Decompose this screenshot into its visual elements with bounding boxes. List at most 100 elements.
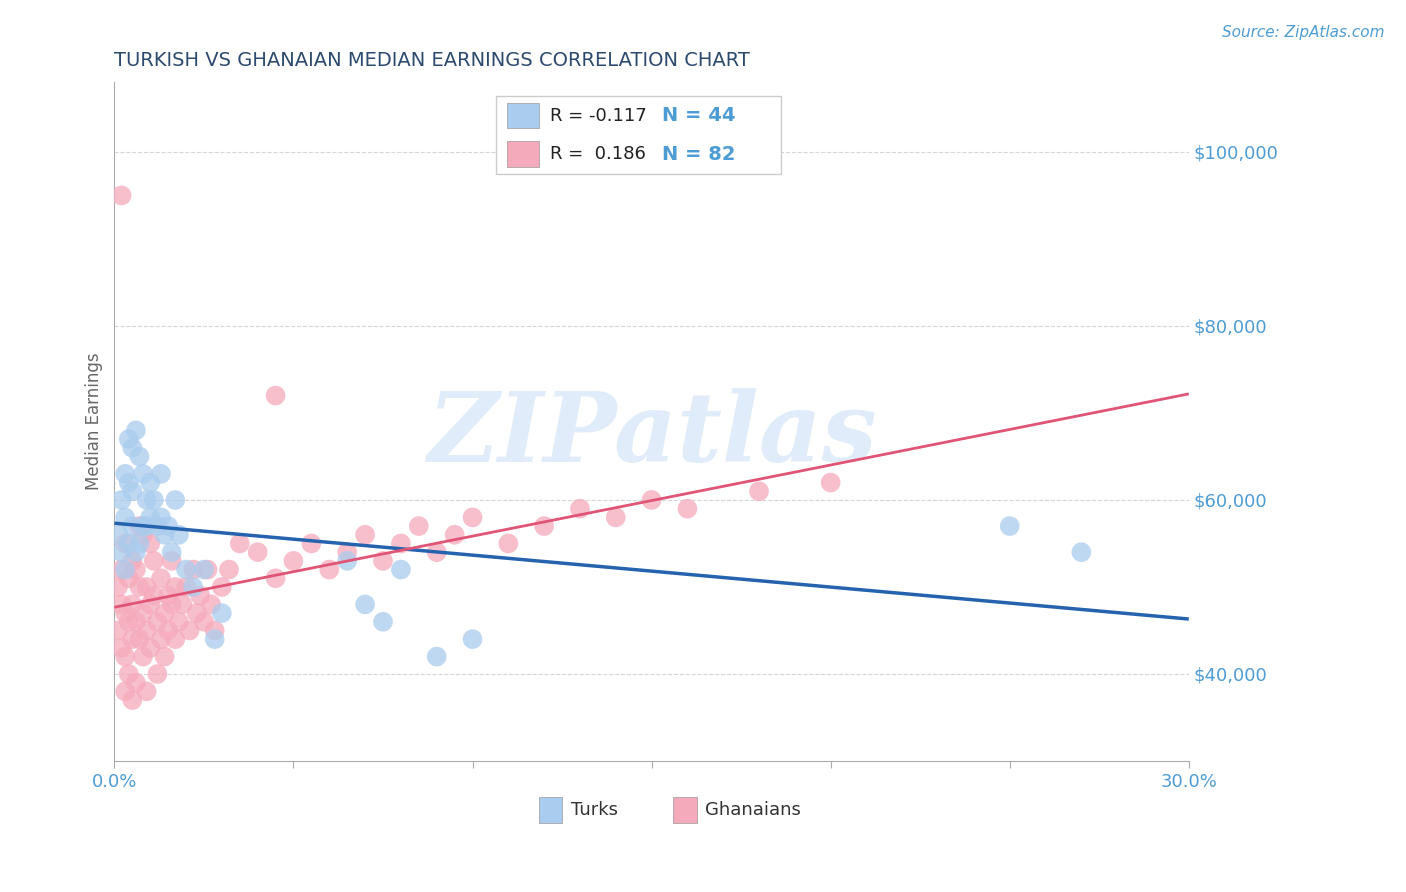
Point	[128, 580, 150, 594]
FancyBboxPatch shape	[538, 797, 562, 822]
Point	[181, 563, 204, 577]
Point	[318, 563, 340, 577]
Point	[461, 510, 484, 524]
Point	[172, 598, 194, 612]
Point	[160, 598, 183, 612]
Point	[128, 632, 150, 647]
Point	[157, 589, 180, 603]
Point	[110, 563, 132, 577]
Point	[299, 536, 322, 550]
Point	[128, 450, 150, 464]
Point	[157, 624, 180, 638]
Point	[204, 632, 226, 647]
Point	[153, 606, 176, 620]
FancyBboxPatch shape	[673, 797, 697, 822]
Point	[204, 624, 226, 638]
Point	[110, 598, 132, 612]
Point	[193, 563, 215, 577]
Point	[181, 580, 204, 594]
Point	[132, 467, 155, 481]
Point	[139, 640, 162, 655]
Point	[118, 536, 141, 550]
Point	[107, 624, 129, 638]
Point	[498, 536, 520, 550]
Point	[174, 580, 197, 594]
Point	[149, 510, 172, 524]
Point	[153, 649, 176, 664]
Point	[114, 684, 136, 698]
Point	[121, 632, 143, 647]
Point	[125, 615, 148, 629]
Point	[121, 693, 143, 707]
Point	[135, 492, 157, 507]
Point	[165, 580, 187, 594]
Point	[605, 510, 627, 524]
Text: Turks: Turks	[571, 801, 619, 819]
Point	[165, 632, 187, 647]
Point	[114, 606, 136, 620]
Point	[114, 510, 136, 524]
Point	[135, 624, 157, 638]
Point	[118, 475, 141, 490]
Point	[125, 675, 148, 690]
FancyBboxPatch shape	[496, 96, 780, 174]
Text: ZIPatlas: ZIPatlas	[427, 388, 876, 483]
Point	[165, 492, 187, 507]
Point	[408, 519, 430, 533]
Point	[211, 580, 233, 594]
Point	[167, 528, 190, 542]
Point	[246, 545, 269, 559]
Point	[142, 554, 165, 568]
Point	[676, 501, 699, 516]
Point	[389, 563, 412, 577]
Point	[118, 432, 141, 446]
Point	[211, 606, 233, 620]
Point	[371, 554, 394, 568]
Point	[142, 492, 165, 507]
Point	[426, 545, 449, 559]
Point	[110, 640, 132, 655]
Point	[121, 554, 143, 568]
Point	[640, 492, 662, 507]
Point	[283, 554, 305, 568]
Point	[128, 536, 150, 550]
Point	[125, 423, 148, 437]
Text: TURKISH VS GHANAIAN MEDIAN EARNINGS CORRELATION CHART: TURKISH VS GHANAIAN MEDIAN EARNINGS CORR…	[114, 51, 751, 70]
Point	[121, 484, 143, 499]
Point	[193, 615, 215, 629]
Point	[118, 615, 141, 629]
Point	[139, 475, 162, 490]
Point	[354, 528, 377, 542]
Point	[533, 519, 555, 533]
Text: Source: ZipAtlas.com: Source: ZipAtlas.com	[1222, 25, 1385, 40]
Point	[160, 554, 183, 568]
Point	[146, 519, 169, 533]
Point	[114, 563, 136, 577]
Point	[121, 519, 143, 533]
Point	[132, 606, 155, 620]
Point	[121, 598, 143, 612]
Point	[264, 388, 287, 402]
Point	[146, 615, 169, 629]
Point	[146, 667, 169, 681]
Y-axis label: Median Earnings: Median Earnings	[86, 353, 103, 491]
Text: N = 82: N = 82	[662, 145, 735, 164]
Point	[132, 528, 155, 542]
Point	[132, 649, 155, 664]
Point	[179, 624, 201, 638]
FancyBboxPatch shape	[506, 142, 538, 167]
Point	[748, 484, 770, 499]
Point	[568, 501, 591, 516]
Point	[149, 467, 172, 481]
Text: R = -0.117: R = -0.117	[550, 107, 647, 125]
Point	[118, 667, 141, 681]
Point	[139, 598, 162, 612]
Point	[110, 492, 132, 507]
Point	[1070, 545, 1092, 559]
Point	[107, 580, 129, 594]
Point	[157, 519, 180, 533]
Point	[167, 615, 190, 629]
Point	[107, 528, 129, 542]
Point	[426, 649, 449, 664]
Point	[121, 441, 143, 455]
